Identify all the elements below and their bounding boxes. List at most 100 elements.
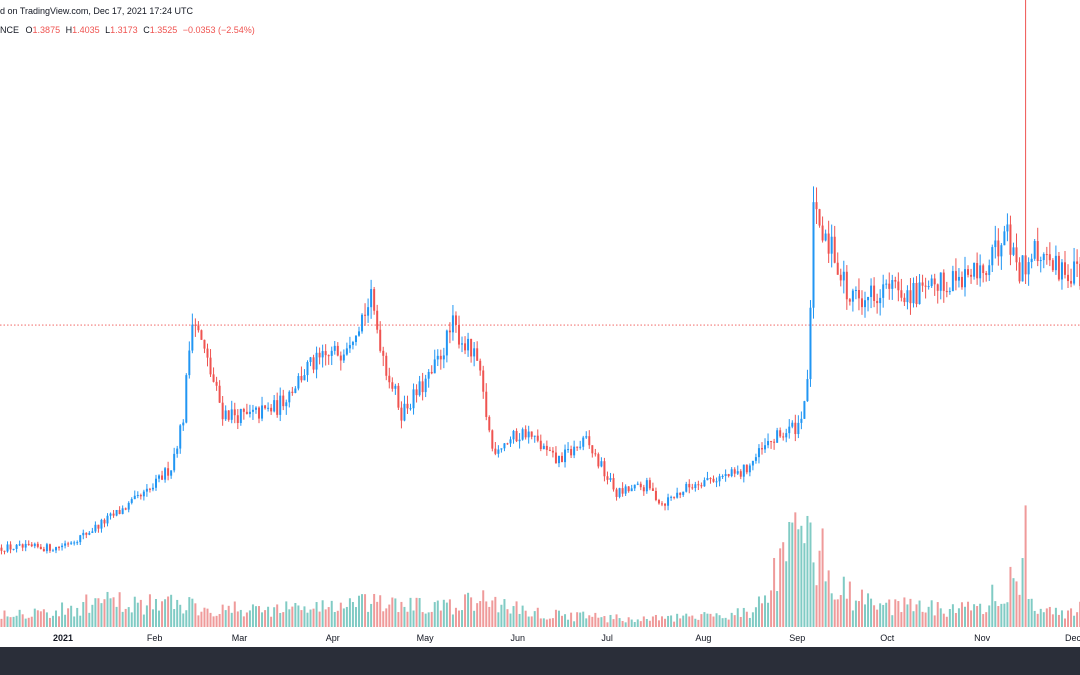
candle-body: [1054, 255, 1057, 271]
candle-body: [127, 502, 130, 510]
candle-body: [785, 433, 788, 438]
candle-body: [1015, 247, 1018, 263]
low-value: 1.3173: [110, 25, 138, 35]
volume-bar: [1030, 598, 1033, 627]
candle-body: [897, 281, 900, 291]
candle-body: [133, 495, 136, 500]
candle-body: [536, 435, 539, 441]
volume-bar: [212, 616, 215, 627]
candle-body: [661, 503, 663, 505]
volume-bar: [982, 614, 985, 627]
volume-bar: [82, 602, 85, 627]
candle-body: [951, 271, 954, 292]
volume-bar: [373, 593, 376, 627]
candle-body: [1030, 258, 1033, 263]
volume-bar: [45, 612, 48, 627]
candle-body: [630, 488, 633, 492]
candle-body: [836, 262, 839, 275]
candle-body: [15, 544, 18, 549]
candle-body: [697, 484, 700, 486]
volume-bar: [67, 608, 70, 627]
volume-bar: [839, 595, 842, 627]
candle-body: [297, 376, 300, 389]
volume-bar: [451, 614, 454, 627]
volume-bar: [73, 616, 76, 627]
candle-body: [224, 410, 227, 420]
volume-bar: [1045, 608, 1048, 627]
volume-bar: [203, 607, 206, 627]
candle-body: [994, 240, 997, 248]
candle-body: [691, 487, 694, 489]
volume-bar: [561, 615, 564, 627]
x-tick-label: Dec: [1065, 633, 1080, 643]
volume-bar: [967, 601, 970, 627]
candle-body: [315, 352, 318, 370]
candle-body: [276, 400, 279, 415]
candle-body: [212, 374, 215, 382]
candle-body: [470, 338, 473, 357]
volume-bar: [130, 612, 133, 627]
candle-body: [615, 489, 618, 497]
volume-bar: [673, 621, 676, 627]
candle-body: [561, 455, 564, 463]
candle-body: [873, 285, 876, 301]
candle-body: [345, 348, 348, 355]
volume-bar: [154, 599, 157, 627]
volume-bar: [845, 598, 848, 627]
candle-body: [394, 385, 397, 389]
volume-bar: [800, 525, 803, 627]
volume-bar: [897, 601, 900, 627]
candle-body: [58, 547, 61, 549]
candle-body: [442, 355, 445, 360]
candle-body: [1063, 262, 1066, 275]
candle-body: [64, 543, 67, 546]
candle-body: [679, 492, 682, 495]
volume-bar: [570, 612, 573, 627]
volume-bar: [188, 597, 191, 627]
candle-body: [788, 426, 791, 434]
candle-body: [512, 430, 515, 440]
volume-bar: [648, 620, 651, 627]
candle-body: [185, 375, 188, 423]
volume-bar: [309, 609, 312, 627]
candle-body: [848, 299, 851, 302]
volume-bar: [760, 603, 763, 627]
candle-body: [373, 289, 376, 311]
candle-body: [721, 476, 724, 478]
volume-bar: [918, 600, 921, 627]
volume-bar: [588, 615, 591, 627]
candle-body: [909, 290, 912, 304]
candle-body: [621, 488, 624, 494]
candle-body: [206, 348, 209, 358]
candle-body: [930, 278, 933, 287]
volume-bar: [70, 605, 73, 627]
candle-body: [415, 389, 418, 396]
volume-bar: [173, 609, 176, 627]
candle-body: [282, 395, 285, 407]
candle-body: [55, 547, 57, 551]
volume-bar: [909, 598, 912, 627]
volume-bar: [433, 602, 436, 627]
volume-bar: [297, 605, 300, 627]
candle-body: [33, 543, 36, 547]
volume-bar: [615, 614, 618, 627]
candle-body: [400, 407, 403, 421]
volume-bar: [42, 609, 45, 627]
volume-bar: [964, 606, 966, 627]
volume-bar: [885, 602, 888, 627]
volume-bar: [621, 620, 624, 627]
volume-bar: [497, 612, 500, 627]
candle-body: [479, 360, 482, 371]
candle-body: [891, 280, 894, 289]
volume-bar: [464, 594, 467, 627]
volume-bar: [245, 612, 248, 627]
volume-bar: [927, 606, 930, 627]
candle-body: [885, 283, 888, 285]
candle-body: [406, 403, 409, 409]
candle-body: [179, 425, 182, 449]
volume-bar: [436, 600, 439, 627]
candle-body: [451, 315, 454, 333]
volume-bar: [1067, 610, 1070, 627]
volume-bar: [412, 610, 415, 627]
candle-body: [130, 499, 133, 503]
